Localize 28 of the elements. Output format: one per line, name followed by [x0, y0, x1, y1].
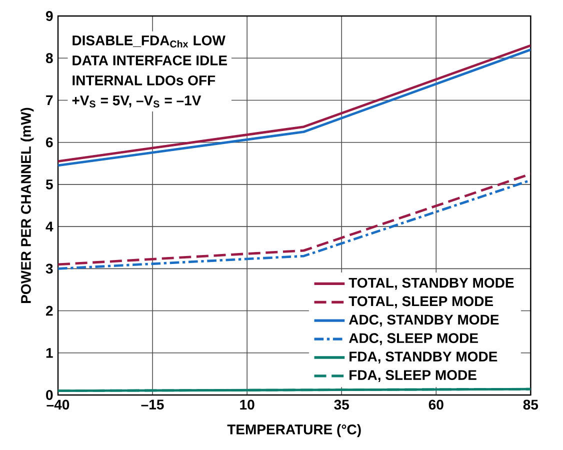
- x-tick-label: 35: [334, 400, 349, 410]
- annotation: +V$_{S}$ = 5V, –V$_{S}$ = –1V: [72, 96, 202, 108]
- y-tick-label: 4: [46, 222, 54, 232]
- y-tick-label: 9: [46, 11, 53, 21]
- y-tick-label: 3: [46, 264, 53, 274]
- y-tick-label: 2: [46, 306, 53, 316]
- x-tick-label: 10: [240, 400, 254, 410]
- legend-label: FDA, SLEEP MODE: [350, 370, 476, 382]
- legend-label: TOTAL, STANDBY MODE: [348, 278, 514, 290]
- annotation: DISABLE_FDA$_{Chx}$ LOW: [72, 35, 226, 48]
- y-tick-label: 8: [46, 53, 53, 64]
- legend-label: ADC, SLEEP MODE: [348, 333, 478, 346]
- x-tick-label: –40: [46, 400, 70, 410]
- y-tick-label: 5: [46, 180, 53, 190]
- y-tick-label: 1: [46, 348, 53, 358]
- legend-label: FDA, STANDBY MODE: [350, 352, 498, 364]
- x-tick-label: 85: [523, 400, 538, 410]
- legend-label: ADC, STANDBY MODE: [348, 314, 499, 327]
- y-tick-label: 7: [46, 95, 53, 106]
- y-tick-label: 6: [46, 137, 53, 148]
- x-axis-title: TEMPERATURE (°C): [227, 424, 361, 438]
- annotation: DATA INTERFACE IDLE: [72, 55, 227, 66]
- annotation: INTERNAL LDOs OFF: [72, 75, 216, 86]
- legend-label: TOTAL, SLEEP MODE: [348, 296, 494, 308]
- x-tick-label: 60: [428, 400, 444, 410]
- x-tick-label: –15: [141, 400, 164, 410]
- y-tick-label: 0: [46, 390, 53, 400]
- y-axis-title: POWER PER CHANNEL (mW): [20, 108, 34, 303]
